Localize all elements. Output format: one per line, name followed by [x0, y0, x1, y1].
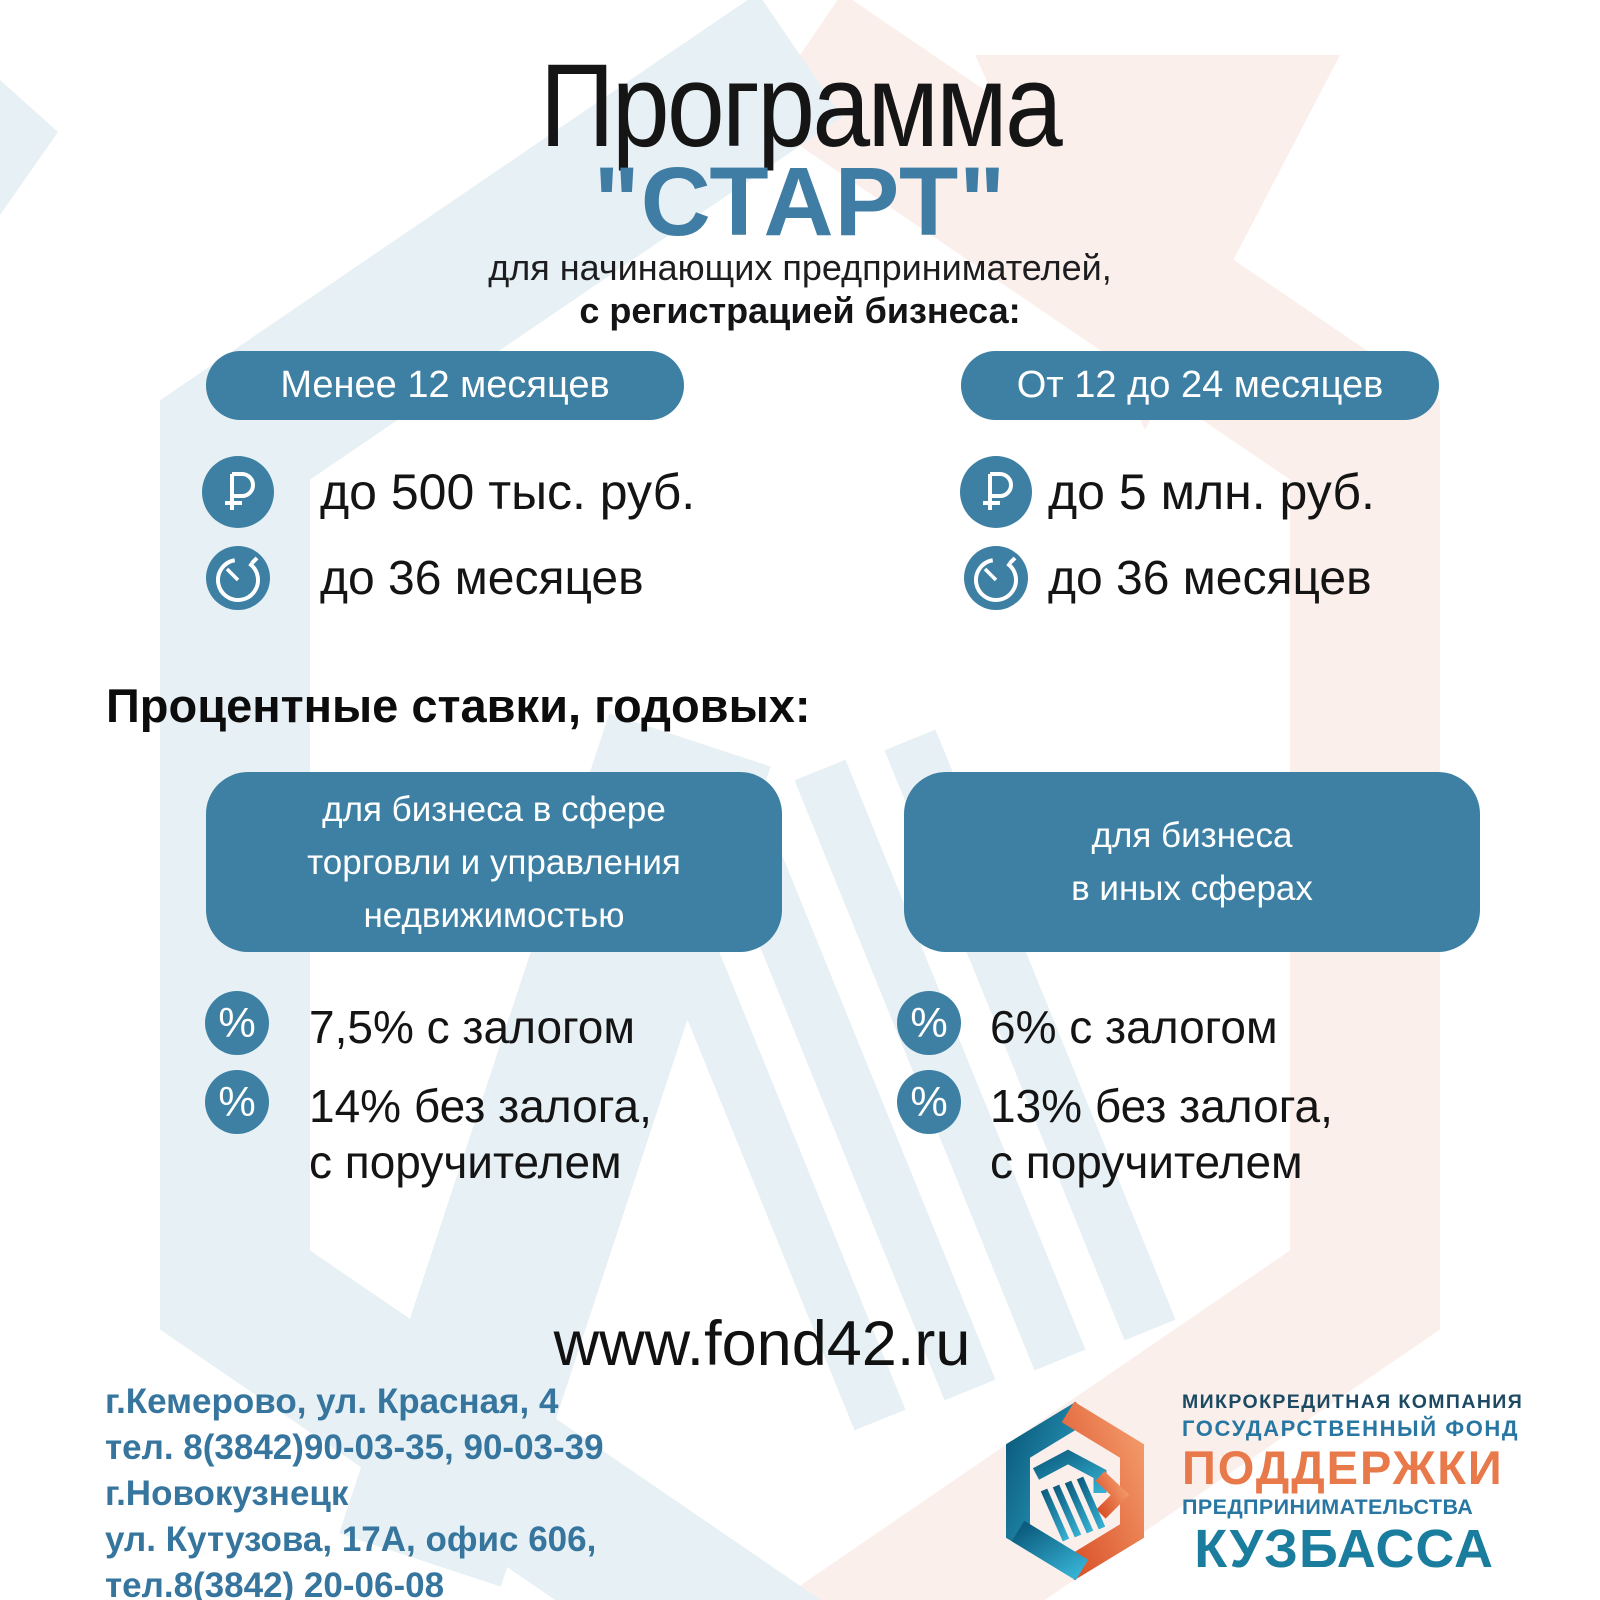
category-line: для бизнеса в сфере — [322, 789, 666, 829]
max-term-left: до 36 месяцев — [320, 552, 644, 605]
contact-line: г.Новокузнецк — [105, 1474, 349, 1513]
fund-logo-line-state-fund: ГОСУДАРСТВЕННЫЙ ФОНД — [1182, 1416, 1520, 1441]
contact-line: тел.8(3842) 20-06-08 — [105, 1566, 445, 1600]
fund-logo-line-company: МИКРОКРЕДИТНАЯ КОМПАНИЯ — [1182, 1391, 1524, 1413]
pill-12-to-24-months: От 12 до 24 месяцев — [961, 351, 1439, 420]
ruble-icon — [960, 456, 1032, 528]
category-line: для бизнеса — [1091, 816, 1293, 855]
percent-glyph: % — [218, 999, 256, 1046]
category-line: в иных сферах — [1071, 869, 1313, 908]
category-card-trade-real-estate: для бизнеса в сфере торговли и управлени… — [206, 772, 782, 952]
percent-icon: % — [897, 1070, 961, 1134]
category-line: недвижимостью — [363, 895, 625, 935]
ruble-icon — [202, 456, 274, 528]
rate-with-collateral-left: 7,5% с залогом — [309, 1001, 635, 1053]
rates-heading: Процентные ставки, годовых: — [106, 679, 811, 732]
subtitle-line2: с регистрацией бизнеса: — [579, 290, 1021, 331]
category-line: торговли и управления — [307, 842, 681, 882]
max-amount-right: до 5 млн. руб. — [1048, 464, 1375, 520]
fund-logo-icon — [1006, 1401, 1144, 1581]
contact-line: ул. Кутузова, 17А, офис 606, — [105, 1520, 597, 1559]
percent-icon: % — [205, 991, 269, 1055]
rate-no-collateral-right-line1: 13% без залога, — [990, 1080, 1333, 1132]
max-amount-left: до 500 тыс. руб. — [320, 464, 696, 520]
contacts-block: г.Кемерово, ул. Красная, 4 тел. 8(3842)9… — [105, 1379, 604, 1600]
percent-glyph: % — [218, 1078, 256, 1125]
rate-no-collateral-right-line2: с поручителем — [990, 1136, 1303, 1188]
fund-logo-line-kuzbass: КУЗБАССА — [1194, 1519, 1494, 1579]
percent-glyph: % — [910, 1078, 948, 1125]
program-name: "СТАРТ" — [593, 147, 1007, 256]
percent-glyph: % — [910, 999, 948, 1046]
percent-icon: % — [897, 991, 961, 1055]
rate-no-collateral-left-line2: с поручителем — [309, 1136, 622, 1188]
fund-logo-line-support: ПОДДЕРЖКИ — [1182, 1441, 1504, 1494]
contact-line: г.Кемерово, ул. Красная, 4 — [105, 1382, 559, 1421]
pill-less-than-12-months: Менее 12 месяцев — [206, 351, 684, 420]
rate-no-collateral-left-line1: 14% без залога, — [309, 1080, 652, 1132]
max-term-right: до 36 месяцев — [1048, 552, 1372, 605]
page-title: Программа — [539, 40, 1063, 172]
timer-icon — [206, 546, 270, 610]
website-link[interactable]: www.fond42.ru — [553, 1309, 971, 1379]
percent-icon: % — [205, 1070, 269, 1134]
subtitle-line1: для начинающих предпринимателей, — [488, 247, 1112, 288]
rate-with-collateral-right: 6% с залогом — [990, 1001, 1278, 1053]
contact-line: тел. 8(3842)90-03-35, 90-03-39 — [105, 1428, 604, 1467]
category-card-other-spheres: для бизнеса в иных сферах — [904, 772, 1480, 952]
fund-logo-line-entrepreneurship: ПРЕДПРИНИМАТЕЛЬСТВА — [1182, 1495, 1474, 1519]
fund-logo-text: МИКРОКРЕДИТНАЯ КОМПАНИЯ ГОСУДАРСТВЕННЫЙ … — [1182, 1390, 1524, 1579]
timer-icon — [964, 546, 1028, 610]
